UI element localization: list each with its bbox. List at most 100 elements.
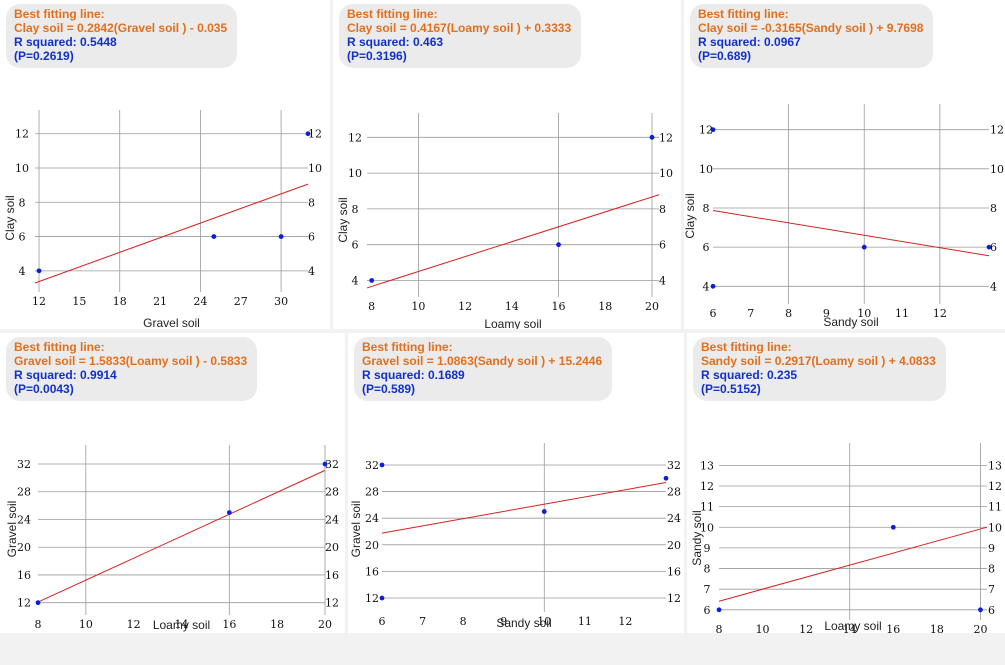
- y-tick-label-right: 12: [667, 592, 681, 605]
- y-tick-label: 6: [704, 604, 711, 617]
- y-tick-label: 4: [352, 274, 359, 287]
- x-axis-label: Loamy soil: [484, 317, 541, 329]
- y-tick-label-right: 10: [990, 163, 1004, 176]
- x-tick-label: 12: [933, 307, 947, 320]
- scatter-plot-2: 4 6 8 10 12 4 6 8 10 12 8 10 12 14 16 18 20 Loamy soil C…: [336, 113, 673, 329]
- y-tick-label: 11: [700, 501, 714, 514]
- x-axis-label: Loamy soil: [153, 618, 210, 632]
- y-tick-label: 8: [19, 196, 26, 209]
- y-tick-label-right: 6: [308, 231, 315, 244]
- y-tick-label-right: 12: [325, 597, 339, 610]
- x-tick-label: 18: [270, 618, 284, 631]
- y-tick-label-right: 6: [990, 241, 997, 254]
- x-tick-label: 9: [500, 615, 507, 628]
- x-axis-label: Sandy soil: [823, 315, 878, 329]
- x-axis-label: Loamy soil: [824, 619, 881, 633]
- data-point: [978, 607, 983, 613]
- chart-panel-2: Best fitting line: Clay soil = 0.4167(Lo…: [333, 0, 681, 329]
- x-tick-label: 18: [598, 300, 612, 313]
- x-axis-label: Sandy soil: [496, 616, 551, 630]
- fit-title: Best fitting line:: [347, 7, 438, 21]
- x-tick-label: 8: [368, 300, 375, 313]
- data-point: [710, 127, 716, 133]
- y-tick-label: 6: [352, 239, 359, 252]
- data-point: [890, 524, 896, 530]
- y-tick-label: 6: [19, 231, 26, 244]
- data-point: [379, 595, 385, 601]
- y-axis-label: Clay soil: [684, 193, 697, 238]
- y-tick-label: 9: [704, 542, 711, 555]
- x-tick-label: 12: [799, 623, 813, 633]
- y-tick-label: 10: [15, 162, 29, 175]
- y-axis-label: Gravel soil: [349, 501, 363, 558]
- y-tick-label-right: 28: [667, 486, 681, 499]
- y-tick-label-right: 20: [667, 539, 681, 552]
- regression-info-box: Best fitting line: Sandy soil = 0.2917(L…: [693, 337, 946, 401]
- y-tick-label: 20: [365, 539, 379, 552]
- y-tick-label-right: 4: [990, 280, 997, 293]
- x-tick-label: 24: [193, 295, 207, 308]
- data-point: [226, 510, 232, 515]
- y-tick-label-right: 8: [308, 196, 315, 209]
- y-tick-label: 10: [348, 167, 362, 180]
- scatter-plot-5: 12 16 20 24 28 32 12 16 20 24 28 32 6 7 8 9 10 11 12 Sandy…: [349, 443, 681, 630]
- x-tick-label: 21: [153, 295, 167, 308]
- data-point: [861, 244, 867, 250]
- y-tick-label: 10: [699, 163, 713, 176]
- x-tick-label: 12: [127, 618, 141, 631]
- y-tick-label: 20: [17, 541, 31, 554]
- y-tick-label-right: 16: [325, 569, 339, 582]
- p-value: (P=0.0043): [14, 382, 74, 396]
- y-tick-label-right: 28: [325, 486, 339, 499]
- x-tick-label: 8: [460, 615, 467, 628]
- scatter-plot-4: 12 16 20 24 28 32 12 16 20 24 28 32 8 10 12 14 16 18 20 Lo…: [5, 445, 339, 632]
- fit-equation: Clay soil = -0.3165(Sandy soil ) + 9.769…: [698, 21, 924, 35]
- fit-line: [34, 183, 309, 284]
- y-tick-label: 28: [17, 486, 31, 499]
- regression-info-box: Best fitting line: Clay soil = -0.3165(S…: [690, 4, 934, 68]
- x-tick-label: 14: [505, 300, 519, 313]
- chart-panel-6: Best fitting line: Sandy soil = 0.2917(L…: [687, 333, 1005, 633]
- x-tick-label: 18: [113, 295, 127, 308]
- x-tick-label: 9: [823, 307, 830, 320]
- x-tick-label: 10: [411, 300, 425, 313]
- x-tick-label: 12: [618, 615, 632, 628]
- regression-info-box: Best fitting line: Clay soil = 0.2842(Gr…: [6, 4, 238, 68]
- y-tick-label: 12: [700, 480, 714, 493]
- y-tick-label-right: 20: [325, 541, 339, 554]
- y-tick-label: 16: [17, 569, 31, 582]
- x-tick-label: 20: [973, 623, 987, 633]
- y-tick-label-right: 12: [990, 124, 1004, 137]
- x-tick-label: 15: [72, 295, 86, 308]
- y-tick-label: 10: [700, 521, 714, 534]
- y-tick-label-right: 9: [988, 542, 995, 555]
- x-tick-label: 7: [419, 615, 426, 628]
- y-tick-label: 4: [19, 265, 26, 278]
- scatter-plot-6: 6 7 8 9 10 11 12 13 6 7 8 9 10 11 12 13 8 10 12 14 16 18 20 Lo…: [690, 443, 1002, 633]
- fit-line: [718, 526, 988, 602]
- fit-equation: Clay soil = 0.4167(Loamy soil ) + 0.3333: [347, 21, 572, 35]
- y-tick-label-right: 12: [988, 480, 1002, 493]
- x-tick-label: 6: [710, 307, 717, 320]
- data-point: [322, 461, 328, 467]
- y-axis-label: Gravel soil: [5, 501, 19, 558]
- x-tick-label: 10: [857, 307, 871, 320]
- y-tick-label-right: 4: [659, 274, 666, 287]
- r-squared: R squared: 0.463: [347, 35, 444, 49]
- y-tick-label: 12: [348, 131, 362, 144]
- y-tick-label-right: 10: [308, 162, 322, 175]
- y-tick-label-right: 6: [988, 604, 995, 617]
- fit-equation: Sandy soil = 0.2917(Loamy soil ) + 4.083…: [701, 354, 936, 368]
- y-tick-label: 32: [17, 458, 31, 471]
- data-point: [541, 509, 547, 514]
- x-tick-label: 27: [234, 295, 248, 308]
- data-point: [379, 462, 385, 468]
- fit-equation: Gravel soil = 1.5833(Loamy soil ) - 0.58…: [14, 354, 248, 368]
- x-tick-label: 8: [785, 307, 792, 320]
- y-tick-label: 24: [17, 513, 31, 526]
- y-tick-label: 13: [700, 459, 714, 472]
- data-point: [716, 607, 722, 613]
- fit-line: [712, 210, 990, 257]
- chart-panel-5: Best fitting line: Gravel soil = 1.0863(…: [348, 333, 684, 633]
- x-tick-label: 30: [274, 295, 288, 308]
